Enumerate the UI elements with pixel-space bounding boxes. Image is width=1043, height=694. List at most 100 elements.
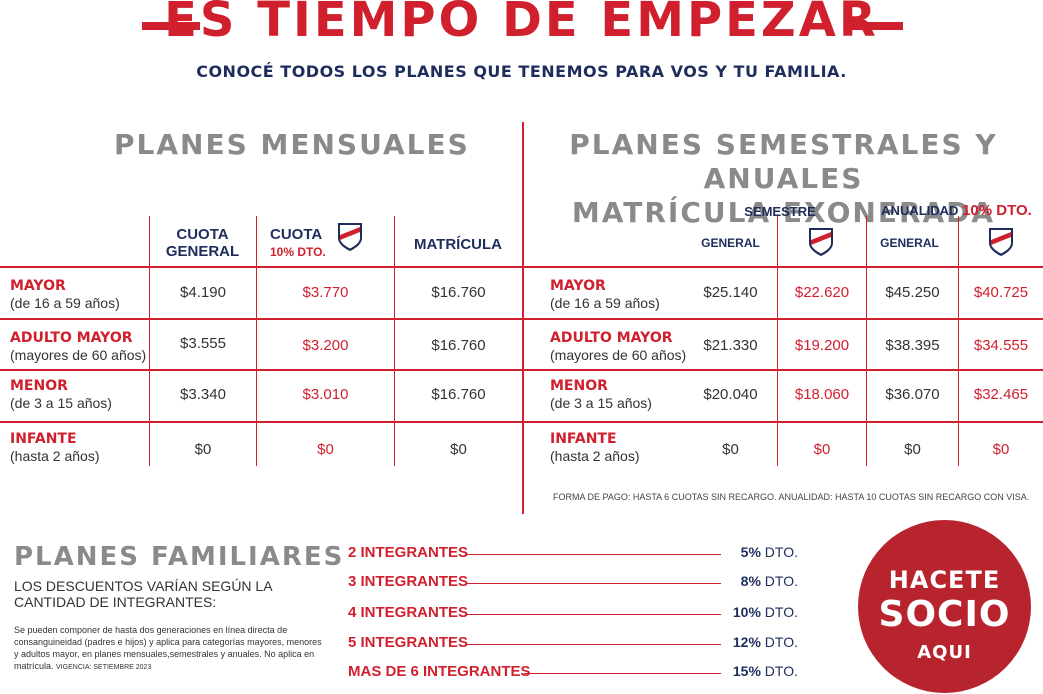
tier-pct: 15% [732,663,761,679]
semester-title-line1: PLANES SEMESTRALES Y ANUALES [569,128,998,195]
semester-col-divider-1 [777,216,778,466]
tier-leader-line [466,583,721,584]
semester-adulto-general: $21.330 [703,337,758,354]
tier-discount: 12% DTO. [733,634,798,650]
monthly-row-line-1 [0,266,522,268]
row-sub: (hasta 2 años) [550,448,640,464]
family-fine-print: Se pueden componer de hasta dos generaci… [14,624,324,674]
monthly-mayor-enrollment: $16.760 [431,284,486,301]
monthly-row-label-menor: MENOR (de 3 a 15 años) [10,378,112,412]
semester-adulto-member: $19.200 [794,337,850,354]
monthly-row-label-mayor: MAYOR (de 16 a 59 años) [10,278,120,312]
monthly-infante-discount: $0 [317,441,334,458]
tier-discount: 5% DTO. [741,544,798,560]
semester-general-header: GENERAL [701,236,760,250]
row-sub: (de 3 a 15 años) [550,395,652,411]
family-tier: 5 INTEGRANTES 12% DTO. [348,634,798,654]
club-shield-icon [338,223,362,251]
family-validity: VIGENCIA: SETIEMBRE 2023 [56,664,152,671]
annual-general-header: GENERAL [880,236,939,250]
join-cta-button[interactable]: HACETE SOCIO AQUI [858,520,1031,693]
row-sub: (mayores de 60 años) [550,347,687,363]
monthly-plans-title: PLANES MENSUALES [114,128,470,161]
tier-suffix: DTO. [764,604,798,620]
semester-row-line-4 [524,421,1043,423]
family-tier: 4 INTEGRANTES 10% DTO. [348,604,798,624]
annual-adulto-member: $34.555 [973,337,1029,354]
monthly-header-general-line1: CUOTA [176,226,229,243]
cta-line3: AQUI [917,642,972,663]
semester-mayor-member: $22.620 [794,284,850,301]
semester-title-line2: MATRÍCULA EXONERADA [571,196,996,229]
annual-infante-member: $0 [992,441,1010,458]
tier-leader-line [466,644,721,645]
annual-menor-member: $32.465 [973,386,1029,403]
tier-discount: 15% DTO. [733,663,798,679]
tier-suffix: DTO. [764,573,798,589]
payment-note: FORMA DE PAGO: HASTA 6 CUOTAS SIN RECARG… [553,492,1030,502]
semester-row-line-1 [524,266,1043,268]
monthly-col-divider-2 [256,216,257,466]
monthly-row-line-3 [0,369,522,371]
monthly-infante-enrollment: $0 [450,441,467,458]
page-subtitle: CONOCÉ TODOS LOS PLANES QUE TENEMOS PARA… [196,62,847,81]
annual-mayor-general: $45.250 [885,284,940,301]
monthly-infante-general: $0 [194,441,212,458]
annual-infante-general: $0 [904,441,921,458]
monthly-header-general-line2: GENERAL [165,243,240,260]
row-name: MENOR [550,378,608,394]
row-sub: (de 16 a 59 años) [550,295,660,311]
tier-pct: 5% [740,544,761,560]
row-name: MAYOR [550,278,606,294]
tier-pct: 8% [740,573,761,589]
monthly-col-divider-3 [394,216,395,466]
annual-discount: 10% DTO. [962,202,1032,219]
semester-row-line-2 [524,318,1043,320]
row-name: INFANTE [10,431,77,447]
monthly-header-discount-line1: CUOTA [270,226,323,243]
monthly-mayor-discount: $3.770 [302,284,349,301]
family-plans-title: PLANES FAMILIARES [14,542,345,572]
monthly-row-label-infante: INFANTE (hasta 2 años) [10,431,100,465]
cta-line2: SOCIO [878,594,1011,635]
tier-label: 4 INTEGRANTES [348,604,469,621]
monthly-row-line-4 [0,421,522,423]
tier-suffix: DTO. [764,634,798,650]
row-sub: (mayores de 60 años) [10,347,147,363]
annual-adulto-general: $38.395 [885,337,940,354]
semester-row-label-adulto-mayor: ADULTO MAYOR (mayores de 60 años) [550,330,686,364]
tier-label: 2 INTEGRANTES [348,544,469,561]
tier-suffix: DTO. [764,544,798,560]
semester-infante-general: $0 [722,441,739,458]
monthly-adulto-discount: $3.200 [302,337,349,354]
page-title: ES TIEMPO DE EMPEZAR [164,0,879,48]
annual-mayor-member: $40.725 [973,284,1029,301]
tier-discount: 10% DTO. [733,604,798,620]
monthly-col-divider-1 [149,216,150,466]
semester-col-divider-2 [866,216,867,466]
semester-infante-member: $0 [813,441,831,458]
monthly-adulto-general: $3.555 [180,335,226,352]
semester-mayor-general: $25.140 [703,284,758,301]
tier-label: 3 INTEGRANTES [348,573,469,590]
row-sub: (de 3 a 15 años) [10,395,112,411]
row-name: ADULTO MAYOR [10,330,133,346]
row-name: MENOR [10,378,68,394]
monthly-menor-general: $3.340 [180,386,226,403]
row-sub: (hasta 2 años) [10,448,100,464]
monthly-mayor-general: $4.190 [180,284,226,301]
tier-leader-line [466,554,721,555]
semester-row-line-3 [524,369,1043,371]
section-divider [522,122,524,514]
semester-plans-title: PLANES SEMESTRALES Y ANUALES MATRÍCULA E… [524,128,1043,230]
cta-line1: HACETE [888,566,1001,594]
monthly-header-discount-line2: 10% DTO. [270,245,326,259]
row-name: ADULTO MAYOR [550,330,673,346]
monthly-menor-discount: $3.010 [302,386,349,403]
family-tier: 3 INTEGRANTES 8% DTO. [348,573,798,593]
tier-suffix: DTO. [764,663,798,679]
row-name: MAYOR [10,278,66,294]
monthly-header-discount: CUOTA 10% DTO. [270,226,340,261]
annual-menor-general: $36.070 [885,386,940,403]
monthly-row-label-adulto-mayor: ADULTO MAYOR (mayores de 60 años) [10,330,146,364]
